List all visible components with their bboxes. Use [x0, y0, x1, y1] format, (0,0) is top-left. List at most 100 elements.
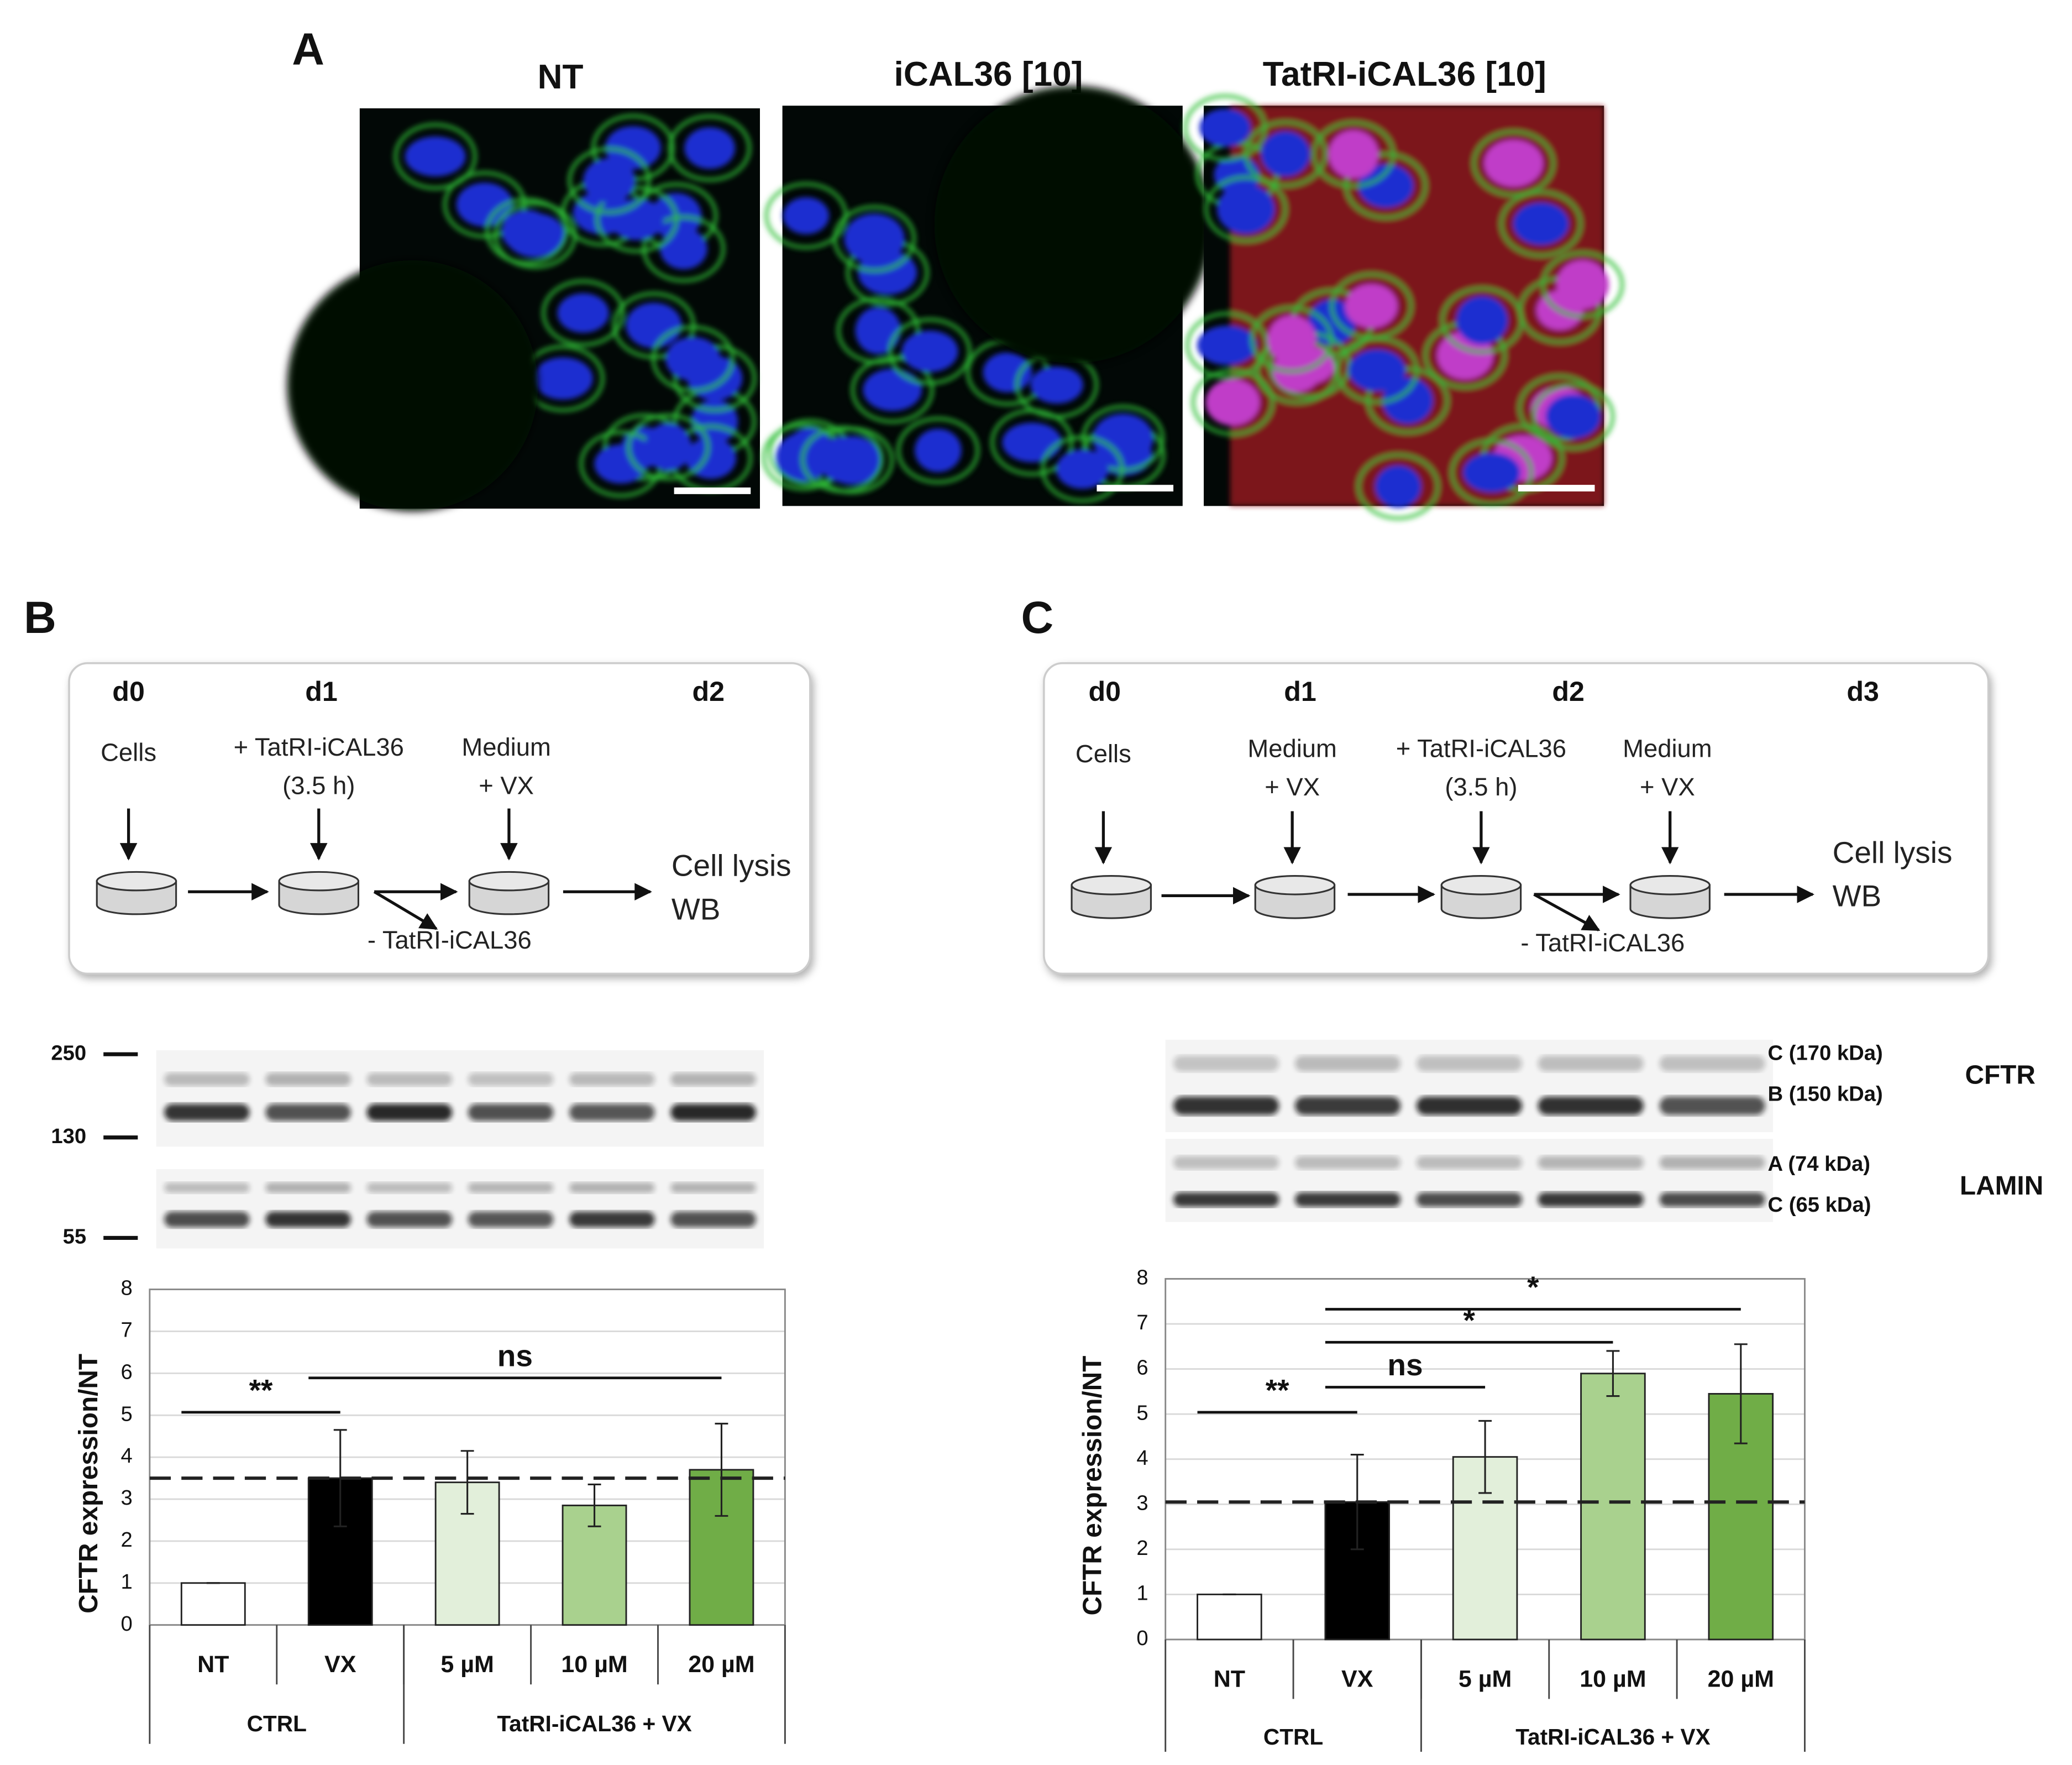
y-tick-label: 8 [1136, 1266, 1148, 1290]
nucleus [1358, 164, 1414, 208]
error-bar [460, 1450, 474, 1515]
band [366, 1182, 453, 1193]
image-title: NT [538, 58, 584, 96]
nucleus [1197, 325, 1257, 365]
error-bar [1734, 1343, 1748, 1444]
cell-membrane [1312, 121, 1396, 188]
band [1416, 1192, 1523, 1207]
schema-box [1043, 662, 1990, 975]
step-label: (3.5 h) [1445, 773, 1517, 801]
band [366, 1103, 453, 1121]
cell-membrane [651, 325, 735, 393]
panel-label: A [292, 24, 324, 75]
empty-area [287, 260, 538, 511]
nucleus [1483, 139, 1544, 187]
nucleus [1456, 296, 1508, 345]
cell-membrane [668, 114, 752, 182]
significance-label: ns [1387, 1348, 1423, 1382]
band [468, 1182, 554, 1193]
cell-membrane [1450, 438, 1534, 506]
step-label: + VX [1640, 773, 1695, 801]
cell-membrane [1191, 368, 1274, 436]
schema-arrows [1071, 811, 1814, 931]
nucleus [863, 369, 922, 411]
band [1173, 1096, 1279, 1115]
y-tick-label: 7 [120, 1318, 132, 1342]
nucleus [1463, 452, 1520, 493]
nucleus [1002, 422, 1062, 463]
bar [1580, 1373, 1646, 1641]
bar-chart: 0 1 2 3 4 5 6 7 8 CFTR expression/NT NT VX 5 µM 10 µM… [1078, 1266, 1806, 1752]
cell-membrane [626, 413, 710, 481]
bar [180, 1582, 246, 1626]
micrograph [762, 86, 1212, 506]
band-label: A (74 kDa) [1768, 1152, 1871, 1176]
band [670, 1211, 756, 1228]
day-label: d0 [112, 676, 145, 707]
significance-label: * [1527, 1270, 1539, 1304]
nucleus [557, 293, 609, 333]
y-tick-label: 0 [1136, 1626, 1148, 1650]
band [1416, 1156, 1523, 1170]
nucleus [501, 210, 553, 253]
nucleus [594, 444, 648, 484]
nucleus [1093, 413, 1153, 464]
band [164, 1103, 250, 1121]
cell-membrane [1250, 306, 1334, 374]
cell-membrane [1499, 190, 1583, 258]
cell-membrane [1531, 383, 1615, 451]
y-tick-label: 4 [1136, 1446, 1148, 1470]
y-tick-label: 1 [1136, 1581, 1148, 1605]
nucleus [1030, 366, 1083, 404]
cell-membrane [1541, 251, 1624, 318]
mw-marker: 250 [51, 1041, 86, 1065]
mw-marker: 130 [51, 1124, 86, 1148]
nucleus [1056, 449, 1109, 489]
day-label: d3 [1847, 676, 1879, 707]
y-tick-label: 5 [1136, 1401, 1148, 1424]
cell-membrane [1204, 175, 1288, 243]
cell-membrane [832, 205, 916, 273]
blot [1165, 1139, 1774, 1222]
x-tick-label: VX [1341, 1666, 1373, 1692]
band [670, 1072, 756, 1086]
mw-marker: 55 [63, 1224, 87, 1248]
band [1416, 1055, 1523, 1072]
error-bar [1478, 1420, 1492, 1494]
error-bar [1606, 1350, 1620, 1397]
cell-membrane [541, 279, 625, 347]
y-tick-label: 7 [1136, 1311, 1148, 1334]
step-label: Medium [1247, 735, 1336, 763]
step-label: + TatRI-iCAL36 [234, 733, 404, 761]
cells [1183, 94, 1624, 521]
cell-membrane [1185, 311, 1269, 379]
band [1294, 1192, 1401, 1207]
band-label: C (65 kDa) [1768, 1193, 1871, 1217]
cell-membrane [1440, 286, 1524, 354]
nucleus [533, 357, 593, 400]
y-tick-label: 2 [120, 1528, 132, 1552]
schema-arrows [96, 808, 652, 930]
y-tick-label: 0 [120, 1612, 132, 1636]
nucleus [684, 127, 735, 169]
group-label: TatRI-iCAL36 + VX [497, 1711, 691, 1736]
nucleus [1375, 465, 1421, 508]
band [366, 1211, 453, 1228]
cell-membrane [394, 123, 477, 190]
step-label: + VX [1265, 773, 1320, 801]
bar [1197, 1593, 1262, 1641]
x-tick-label: 5 µM [1459, 1666, 1512, 1692]
band [468, 1103, 554, 1121]
band [1538, 1156, 1644, 1170]
cell-membrane [1330, 272, 1413, 340]
band [1294, 1156, 1401, 1170]
significance-label: ** [249, 1373, 273, 1407]
nucleus [583, 158, 636, 203]
cell-membrane [800, 426, 884, 494]
step-label: - TatRI-iCAL36 [368, 926, 532, 954]
nucleus [1345, 284, 1398, 328]
step-label: Cell lysis [672, 849, 791, 883]
band [164, 1072, 250, 1086]
band [1538, 1096, 1644, 1115]
blot [156, 1169, 764, 1249]
